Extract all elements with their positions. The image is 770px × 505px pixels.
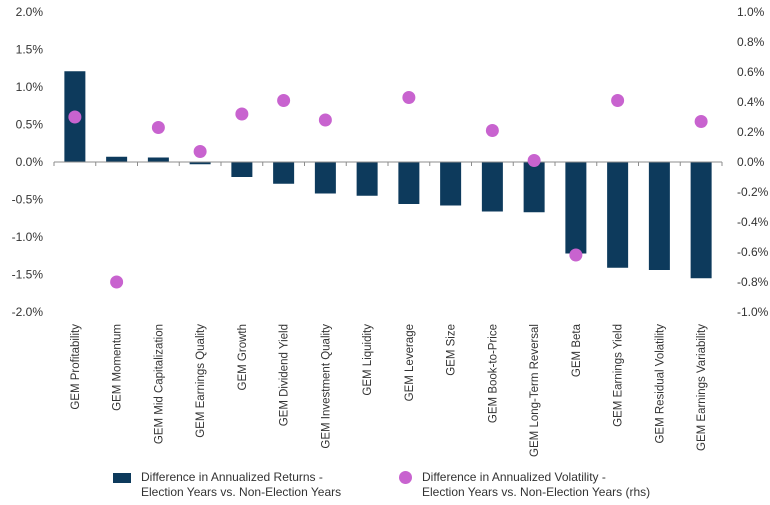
bar	[648, 162, 670, 270]
scatter-point	[235, 107, 249, 121]
bar	[398, 162, 420, 204]
legend: Difference in Annualized Returns - Elect…	[0, 470, 770, 505]
scatter-point	[402, 91, 416, 104]
y2-tick-label: -0.2%	[737, 185, 769, 199]
category-label: GEM Leverage	[404, 324, 416, 401]
category-label: GEM Long-Term Reversal	[529, 324, 541, 457]
bar	[231, 162, 253, 177]
y-tick-label: -1.5%	[12, 268, 44, 282]
y2-tick-label: 0.2%	[737, 125, 765, 139]
scatter-point	[694, 115, 708, 128]
bar	[523, 162, 545, 213]
y-tick-label: -0.5%	[12, 193, 44, 207]
category-label: GEM Beta	[571, 323, 583, 377]
legend-item-volatility: Difference in Annualized Volatility - El…	[399, 470, 650, 500]
scatter-point	[110, 275, 124, 289]
bar	[607, 162, 629, 268]
bar	[273, 162, 295, 184]
legend-item-returns: Difference in Annualized Returns - Elect…	[113, 470, 341, 500]
y2-tick-label: -1.0%	[737, 305, 769, 319]
y2-tick-label: -0.6%	[737, 245, 769, 259]
scatter-point	[277, 94, 291, 107]
bar	[565, 162, 587, 254]
y2-tick-label: 0.4%	[737, 95, 765, 109]
bar	[356, 162, 378, 196]
category-label: GEM Size	[446, 324, 458, 376]
y-tick-label: 0.5%	[16, 118, 44, 132]
bar	[440, 162, 462, 206]
legend-label-returns: Difference in Annualized Returns - Elect…	[141, 470, 341, 500]
category-label: GEM Profitability	[70, 324, 82, 410]
legend-label-volatility-line2: Election Years vs. Non-Election Years (r…	[422, 485, 651, 499]
y2-tick-label: 0.8%	[737, 35, 765, 49]
category-label: GEM Investment Quality	[320, 324, 332, 449]
bar	[147, 157, 169, 162]
legend-swatch-volatility	[399, 471, 412, 484]
scatter-point	[527, 154, 541, 167]
category-label: GEM Growth	[237, 324, 249, 390]
category-label: GEM Book-to-Price	[487, 324, 499, 423]
category-label: GEM Dividend Yield	[279, 324, 291, 426]
category-label: GEM Earnings Variability	[696, 324, 708, 451]
y-tick-label: 2.0%	[16, 5, 44, 19]
y2-tick-label: 0.6%	[737, 65, 765, 79]
bar	[481, 162, 503, 212]
y2-tick-label: 1.0%	[737, 5, 765, 19]
scatter-point	[68, 110, 82, 124]
category-label: GEM Momentum	[112, 324, 124, 411]
scatter-point	[151, 121, 165, 134]
category-label: GEM Liquidity	[362, 324, 374, 396]
category-label: GEM Earnings Quality	[195, 324, 207, 438]
legend-label-returns-line2: Election Years vs. Non-Election Years	[141, 485, 342, 499]
scatter-point	[193, 145, 207, 158]
y2-tick-label: 0.0%	[737, 155, 765, 169]
y-tick-label: 1.5%	[16, 43, 44, 57]
scatter-point	[611, 94, 625, 107]
bar	[314, 162, 336, 194]
y-tick-label: -1.0%	[12, 230, 44, 244]
scatter-point	[569, 248, 583, 262]
legend-label-returns-line1: Difference in Annualized Returns -	[141, 470, 323, 484]
chart-svg: 2.0% 1.5% 1.0% 0.5% 0.0% -0.5% -1.0% -1.5% -2.0%…	[12, 5, 769, 457]
y2-tick-label: -0.4%	[737, 215, 769, 229]
category-label: GEM Earnings Yield	[613, 324, 625, 427]
bar	[189, 162, 211, 165]
bar	[106, 156, 128, 162]
y-tick-label: 1.0%	[16, 80, 44, 94]
scatter-point	[318, 113, 332, 127]
y2-tick-label: -0.8%	[737, 275, 769, 289]
legend-swatch-returns	[113, 473, 131, 483]
category-label: GEM Residual Volatility	[654, 324, 666, 444]
y-tick-label: 0.0%	[16, 155, 44, 169]
category-label: GEM Mid Capitalization	[153, 324, 165, 444]
legend-label-volatility: Difference in Annualized Volatility - El…	[422, 470, 650, 500]
legend-label-volatility-line1: Difference in Annualized Volatility -	[422, 470, 606, 484]
y-tick-label: -2.0%	[12, 305, 44, 319]
scatter-point	[485, 124, 499, 137]
bar	[690, 162, 712, 279]
